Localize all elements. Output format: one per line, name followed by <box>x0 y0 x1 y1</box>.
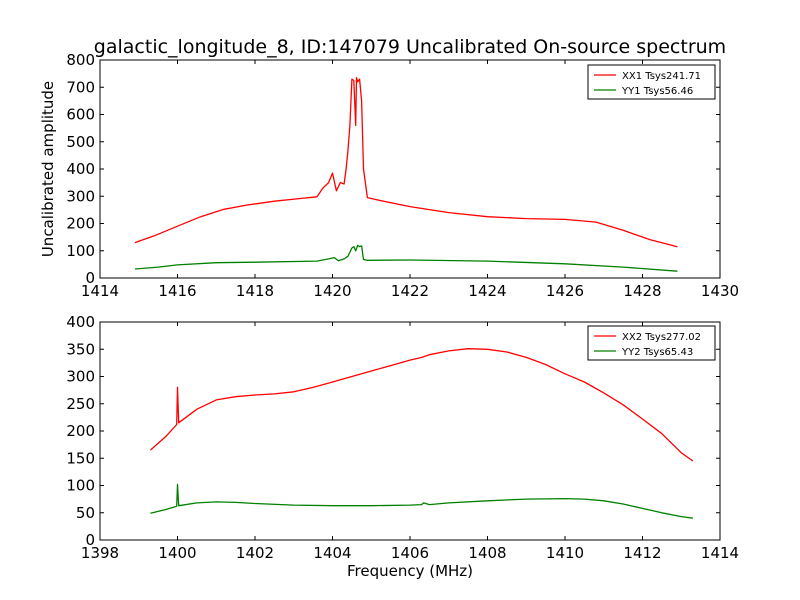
y-tick-label-bottom-7: 350 <box>66 340 95 358</box>
x-tick-label-top-0: 1414 <box>81 282 119 300</box>
x-tick-label-top-1: 1416 <box>158 282 196 300</box>
x-tick-label-top-4: 1422 <box>391 282 429 300</box>
legend-label-bottom-2: YY2 Tsys65.43 <box>621 347 693 358</box>
y-tick-label-bottom-8: 400 <box>66 313 95 331</box>
y-tick-label-top-0: 0 <box>85 269 95 287</box>
y-tick-label-bottom-4: 200 <box>66 422 95 440</box>
y-tick-label-bottom-6: 300 <box>66 368 95 386</box>
x-tick-label-bottom-8: 1414 <box>701 544 739 562</box>
top-plot: 1414 1416 1418 1420 1422 1424 1426 1428 1430 0 100… <box>66 51 739 300</box>
series-line-bottom-2 <box>150 483 693 519</box>
legend-top: XX1 Tsys241.71 YY1 Tsys56.46 <box>587 64 716 100</box>
x-tick-label-top-6: 1426 <box>546 282 584 300</box>
legend-label-top-2: YY1 Tsys56.46 <box>621 86 693 97</box>
y-tick-label-top-1: 100 <box>66 242 95 260</box>
y-tick-label-bottom-1: 50 <box>76 504 95 522</box>
series-line-bottom-1 <box>149 348 694 462</box>
x-axis-label-bottom: Frequency (MHz) <box>347 562 473 580</box>
x-tick-label-top-2: 1418 <box>236 282 274 300</box>
y-tick-label-top-7: 700 <box>66 78 95 96</box>
y-tick-label-top-4: 400 <box>66 160 95 178</box>
y-tick-label-top-5: 500 <box>66 133 95 151</box>
x-tick-label-top-5: 1424 <box>468 282 506 300</box>
chart-title: galactic_longitude_8, ID:147079 Uncalibr… <box>94 36 726 58</box>
x-tick-label-top-3: 1420 <box>313 282 351 300</box>
y-axis-label-top: Uncalibrated amplitude <box>39 81 57 257</box>
y-tick-label-top-6: 600 <box>66 106 95 124</box>
y-tick-label-bottom-5: 250 <box>66 395 95 413</box>
x-tick-label-bottom-4: 1406 <box>391 544 429 562</box>
x-tick-label-bottom-1: 1400 <box>158 544 196 562</box>
legend-box-top <box>587 64 716 100</box>
y-tick-label-top-8: 800 <box>66 51 95 69</box>
legend-box-bottom <box>587 325 716 361</box>
legend-label-top-1: XX1 Tsys241.71 <box>622 71 701 82</box>
y-tick-label-bottom-2: 100 <box>66 477 95 495</box>
x-tick-label-bottom-7: 1412 <box>623 544 661 562</box>
series-line-top-1 <box>134 77 678 248</box>
legend-label-bottom-1: XX2 Tsys277.02 <box>622 332 701 343</box>
x-tick-label-bottom-5: 1408 <box>468 544 506 562</box>
y-tick-label-bottom-3: 150 <box>66 449 95 467</box>
x-tick-label-bottom-2: 1402 <box>236 544 274 562</box>
bottom-plot: 1398 1400 1402 1404 1406 1408 1410 1412 1414 0 50 1… <box>66 313 739 562</box>
x-tick-label-bottom-6: 1410 <box>546 544 584 562</box>
legend-bottom: XX2 Tsys277.02 YY2 Tsys65.43 <box>587 325 716 361</box>
y-tick-label-top-2: 200 <box>66 215 95 233</box>
x-tick-label-bottom-3: 1404 <box>313 544 351 562</box>
x-tick-label-top-7: 1428 <box>623 282 661 300</box>
x-tick-label-bottom-0: 1398 <box>81 544 119 562</box>
y-tick-label-bottom-0: 0 <box>85 531 95 549</box>
series-line-top-2 <box>134 244 678 272</box>
y-tick-label-top-3: 300 <box>66 187 95 205</box>
x-tick-label-top-8: 1430 <box>701 282 739 300</box>
